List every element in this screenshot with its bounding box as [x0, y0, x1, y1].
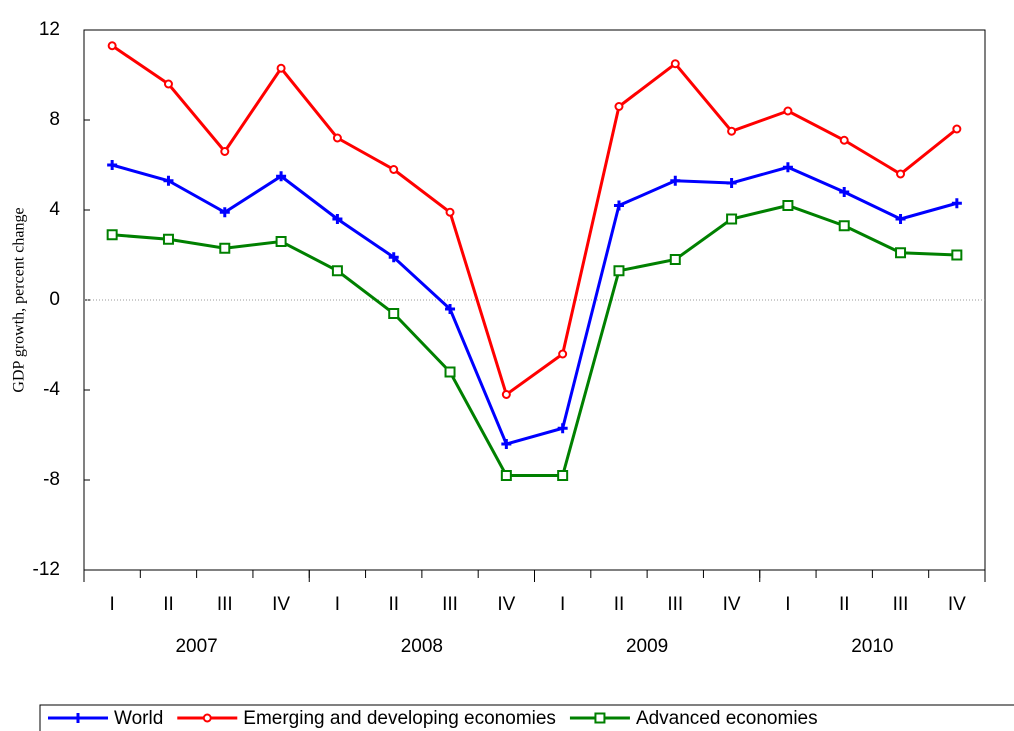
marker	[670, 175, 681, 186]
marker	[73, 713, 83, 723]
x-tick-label: I	[560, 594, 565, 615]
marker	[389, 165, 399, 174]
marker	[557, 423, 568, 434]
marker	[726, 213, 738, 225]
marker	[558, 349, 568, 359]
y-tick-label: 8	[49, 109, 60, 130]
marker	[783, 106, 793, 116]
marker	[727, 126, 737, 136]
marker	[501, 439, 512, 449]
x-tick-label: IV	[272, 594, 290, 615]
marker	[838, 220, 850, 232]
series-line	[111, 163, 958, 446]
x-tick-label: I	[110, 594, 115, 615]
marker	[163, 175, 174, 186]
marker	[896, 169, 906, 179]
marker	[782, 162, 793, 173]
y-tick-label: -8	[43, 469, 60, 490]
x-tick-label: III	[217, 594, 233, 615]
marker	[276, 171, 287, 182]
x-tick-label: III	[893, 594, 909, 615]
marker	[952, 124, 962, 134]
marker	[445, 207, 455, 217]
marker	[951, 249, 963, 261]
marker	[614, 102, 624, 111]
marker	[444, 366, 456, 378]
y-axis-label: GDP growth, percent change	[11, 207, 28, 392]
x-tick-label: II	[839, 594, 850, 615]
marker	[202, 713, 212, 723]
x-tick-label: II	[163, 594, 174, 615]
marker	[388, 252, 399, 263]
x-tick-label: I	[335, 594, 340, 615]
legend-label: Advanced economies	[636, 708, 818, 729]
x-tick-label: III	[442, 594, 458, 615]
marker	[613, 200, 624, 211]
marker	[388, 308, 400, 319]
marker	[162, 233, 174, 245]
marker	[220, 147, 230, 156]
y-tick-label: -4	[43, 379, 60, 400]
marker	[163, 79, 173, 89]
x-tick-label: III	[667, 594, 683, 615]
marker	[107, 160, 118, 170]
marker	[951, 198, 962, 209]
marker	[276, 63, 286, 73]
marker	[557, 470, 569, 481]
marker	[331, 265, 343, 277]
y-tick-label: -12	[33, 559, 60, 580]
marker	[895, 214, 906, 224]
marker	[219, 242, 231, 254]
x-tick-label: I	[785, 594, 790, 615]
year-label: 2008	[401, 636, 443, 657]
marker	[839, 187, 850, 197]
x-tick-label: II	[388, 594, 399, 615]
year-label: 2009	[626, 636, 668, 657]
marker	[332, 133, 342, 143]
marker	[669, 254, 681, 265]
y-tick-label: 4	[49, 199, 60, 220]
marker	[726, 178, 737, 188]
year-label: 2007	[175, 636, 217, 657]
marker	[613, 265, 625, 277]
marker	[106, 229, 118, 241]
marker	[782, 200, 794, 211]
y-tick-label: 12	[39, 19, 60, 40]
marker	[445, 304, 456, 314]
marker	[332, 214, 343, 224]
series-line	[111, 44, 958, 397]
year-label: 2010	[851, 636, 893, 657]
series-line	[112, 203, 957, 477]
legend-box	[39, 704, 1014, 731]
marker	[500, 470, 512, 481]
marker	[219, 207, 230, 218]
x-tick-label: IV	[497, 594, 515, 615]
legend-label: Emerging and developing economies	[243, 708, 556, 729]
y-tick-label: 0	[49, 289, 60, 310]
x-tick-label: II	[614, 594, 625, 615]
marker	[275, 236, 287, 247]
marker	[670, 59, 680, 69]
marker	[594, 712, 606, 724]
x-tick-label: IV	[948, 594, 966, 615]
x-tick-label: IV	[723, 594, 741, 615]
legend-label: World	[114, 708, 163, 729]
marker	[839, 135, 849, 145]
marker	[107, 41, 117, 51]
marker	[895, 247, 907, 259]
marker	[501, 390, 511, 399]
